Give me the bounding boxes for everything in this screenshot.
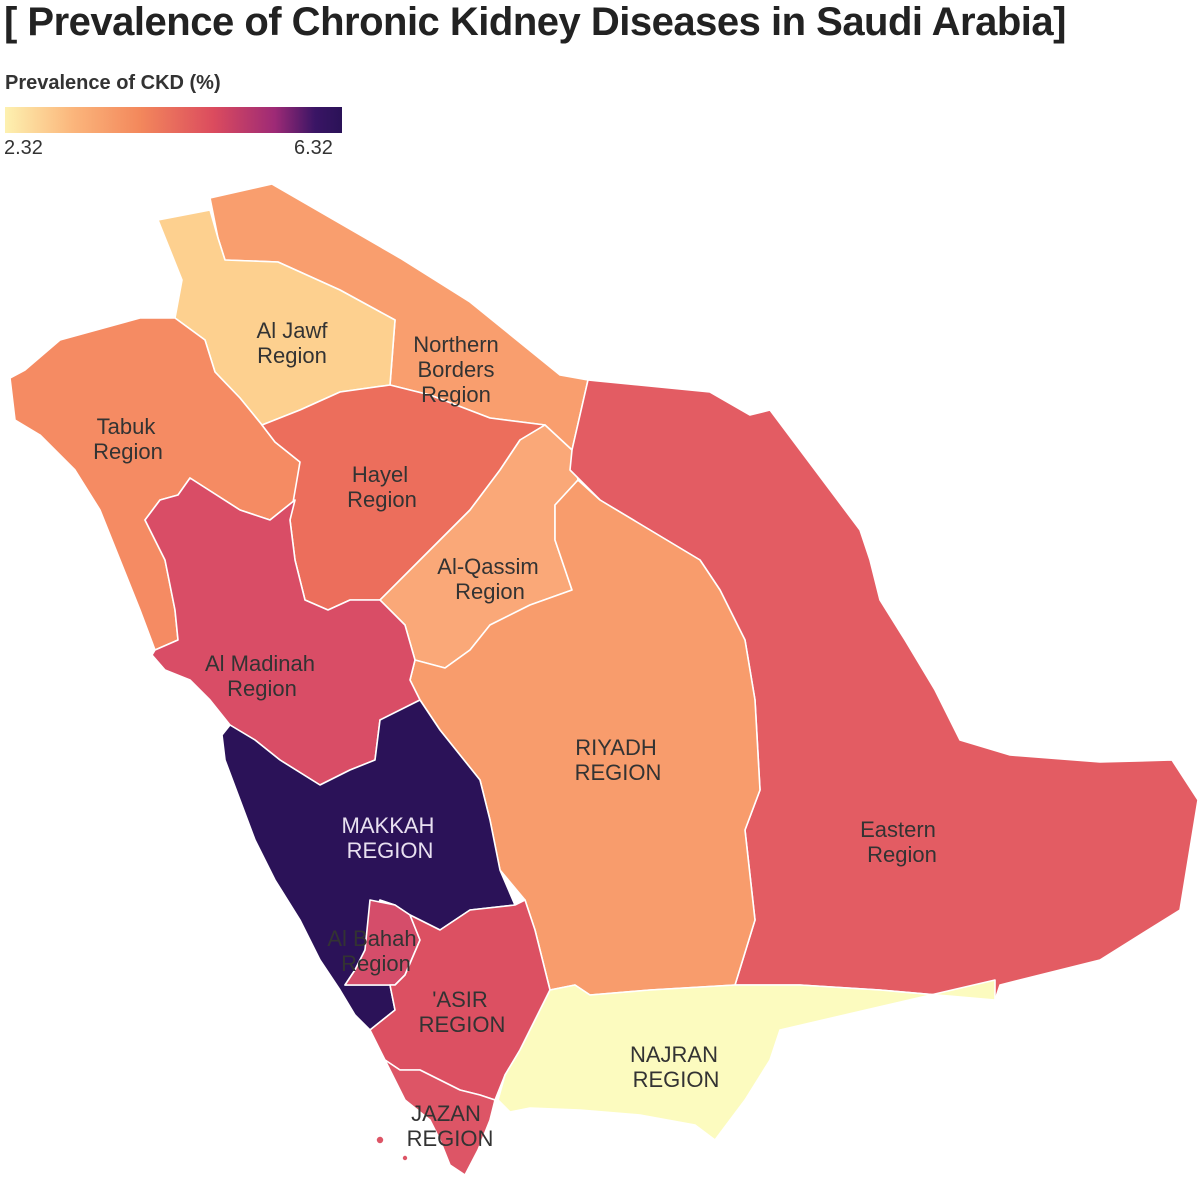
label-jazan: JAZAN REGION [407,1101,494,1151]
label-northern-borders-line2: Borders [417,357,494,382]
label-riyadh: RIYADH REGION [575,735,662,785]
label-northern-borders: Northern Borders Region [413,332,499,407]
farasan-island [375,1135,385,1145]
region-makkah[interactable] [221,699,516,1031]
label-al-qassim-line2: Region [455,579,525,604]
label-hayel-line1: Hayel [352,462,408,487]
label-tabuk-line2: Region [93,439,163,464]
label-al-madinah-line1: Al Madinah [205,651,315,676]
label-tabuk: Tabuk Region [93,414,163,464]
label-jazan-line1: JAZAN [411,1101,481,1126]
label-al-qassim: Al-Qassim Region [437,554,538,604]
legend-min-label: 2.32 [4,137,43,159]
farasan-island [401,1154,409,1162]
label-eastern-line2: Region [867,842,937,867]
label-asir-line2: REGION [419,1012,506,1037]
label-al-jawf-line1: Al Jawf [257,318,329,343]
legend-max-label: 6.32 [294,137,333,159]
region-jazan[interactable] [384,1059,496,1176]
label-asir-line1: 'ASIR [432,987,488,1012]
label-makkah-line1: MAKKAH [342,813,435,838]
label-asir: 'ASIR REGION [419,987,506,1037]
label-hayel: Hayel Region [347,462,417,512]
label-eastern-line1: Eastern [860,817,936,842]
legend-title: Prevalence of CKD (%) [5,72,221,94]
label-eastern: Eastern Region [860,817,937,867]
legend-color-scale [5,107,342,133]
label-najran-line1: NAJRAN [630,1042,718,1067]
label-al-jawf-line2: Region [257,343,327,368]
label-al-jawf: Al Jawf Region [257,318,329,368]
label-al-qassim-line1: Al-Qassim [437,554,538,579]
label-tabuk-line1: Tabuk [97,414,157,439]
label-jazan-line2: REGION [407,1126,494,1151]
label-al-madinah-line2: Region [227,676,297,701]
label-northern-borders-line3: Region [421,382,491,407]
region-najran[interactable] [497,979,996,1141]
label-al-bahah-line1: Al Bahah [327,926,416,951]
label-al-bahah: Al Bahah Region [327,926,416,976]
label-al-madinah: Al Madinah Region [205,651,315,701]
label-najran: NAJRAN REGION [630,1042,719,1092]
label-makkah-line2: REGION [347,838,434,863]
label-riyadh-line2: REGION [575,760,662,785]
label-northern-borders-line1: Northern [413,332,499,357]
label-riyadh-line1: RIYADH [575,735,657,760]
map-title: [ Prevalence of Chronic Kidney Diseases … [4,0,1066,44]
label-najran-line2: REGION [633,1067,720,1092]
label-al-bahah-line2: Region [341,951,411,976]
label-makkah: MAKKAH REGION [342,813,435,863]
label-hayel-line2: Region [347,487,417,512]
